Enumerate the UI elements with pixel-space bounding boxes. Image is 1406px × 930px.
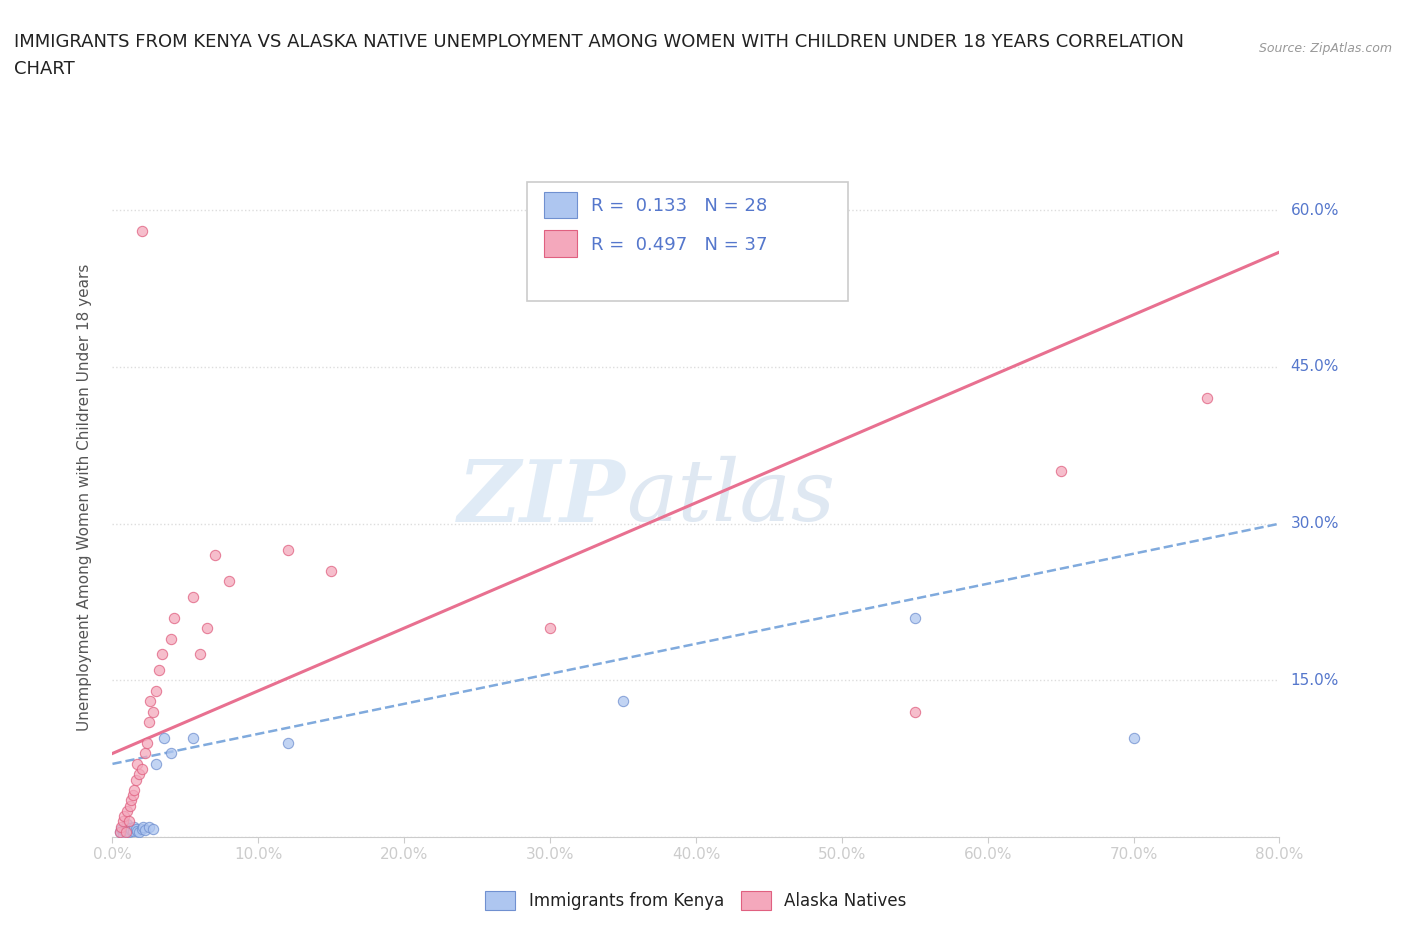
Point [118, 820, 141, 835]
Point [163, 610, 186, 625]
Point [134, 746, 156, 761]
Text: 45.0%: 45.0% [1291, 360, 1339, 375]
Point [148, 662, 170, 677]
Point [904, 704, 927, 719]
Point [321, 564, 343, 578]
Point [1195, 391, 1218, 405]
Point [122, 788, 145, 803]
Point [188, 646, 211, 661]
Point [138, 819, 160, 834]
Point [136, 736, 159, 751]
Text: R =  0.133   N = 28: R = 0.133 N = 28 [591, 197, 768, 216]
Point [111, 827, 134, 842]
Point [538, 620, 561, 635]
Point [110, 821, 132, 836]
Text: atlas: atlas [626, 457, 835, 538]
Point [904, 610, 927, 625]
Point [125, 772, 148, 787]
Point [115, 804, 138, 818]
Point [127, 823, 149, 838]
Point [195, 620, 218, 635]
FancyBboxPatch shape [544, 192, 576, 218]
Point [139, 694, 162, 709]
Point [142, 704, 165, 719]
Text: IMMIGRANTS FROM KENYA VS ALASKA NATIVE UNEMPLOYMENT AMONG WOMEN WITH CHILDREN UN: IMMIGRANTS FROM KENYA VS ALASKA NATIVE U… [14, 33, 1184, 50]
Point [134, 822, 156, 837]
Text: 30.0%: 30.0% [1291, 516, 1339, 531]
Point [112, 823, 135, 838]
Point [204, 548, 226, 563]
Point [128, 767, 150, 782]
Point [131, 762, 153, 777]
Point [218, 574, 240, 589]
FancyBboxPatch shape [544, 231, 576, 257]
Point [181, 590, 204, 604]
Point [125, 821, 148, 836]
Point [110, 819, 132, 834]
Point [276, 736, 298, 751]
Point [118, 798, 141, 813]
Point [138, 714, 160, 729]
Point [160, 631, 183, 646]
Point [120, 793, 142, 808]
Point [152, 730, 174, 745]
Point [1122, 730, 1144, 745]
Legend: Immigrants from Kenya, Alaska Natives: Immigrants from Kenya, Alaska Natives [479, 884, 912, 917]
Point [112, 809, 135, 824]
Y-axis label: Unemployment Among Women with Children Under 18 years: Unemployment Among Women with Children U… [77, 264, 91, 731]
Point [276, 542, 298, 557]
Text: R =  0.497   N = 37: R = 0.497 N = 37 [591, 236, 768, 254]
Point [150, 646, 173, 661]
Point [111, 814, 134, 829]
Point [128, 824, 150, 839]
Point [115, 821, 138, 836]
Point [127, 756, 149, 771]
Point [124, 819, 146, 834]
Point [132, 819, 155, 834]
FancyBboxPatch shape [527, 182, 848, 300]
Text: 15.0%: 15.0% [1291, 672, 1339, 688]
Text: Source: ZipAtlas.com: Source: ZipAtlas.com [1258, 42, 1392, 55]
Point [114, 819, 136, 834]
Point [122, 823, 145, 838]
Point [131, 224, 153, 239]
Point [117, 824, 139, 839]
Point [108, 824, 131, 839]
Point [124, 782, 146, 797]
Text: ZIP: ZIP [458, 456, 626, 539]
Point [612, 694, 634, 709]
Point [117, 814, 139, 829]
Point [145, 756, 167, 771]
Point [108, 824, 131, 839]
Point [145, 684, 167, 698]
Point [181, 730, 204, 745]
Text: 60.0%: 60.0% [1291, 203, 1339, 218]
Point [142, 821, 165, 836]
Point [1049, 464, 1071, 479]
Point [120, 822, 142, 837]
Point [160, 746, 183, 761]
Point [131, 821, 153, 836]
Point [114, 824, 136, 839]
Text: CHART: CHART [14, 60, 75, 78]
Point [115, 817, 138, 832]
